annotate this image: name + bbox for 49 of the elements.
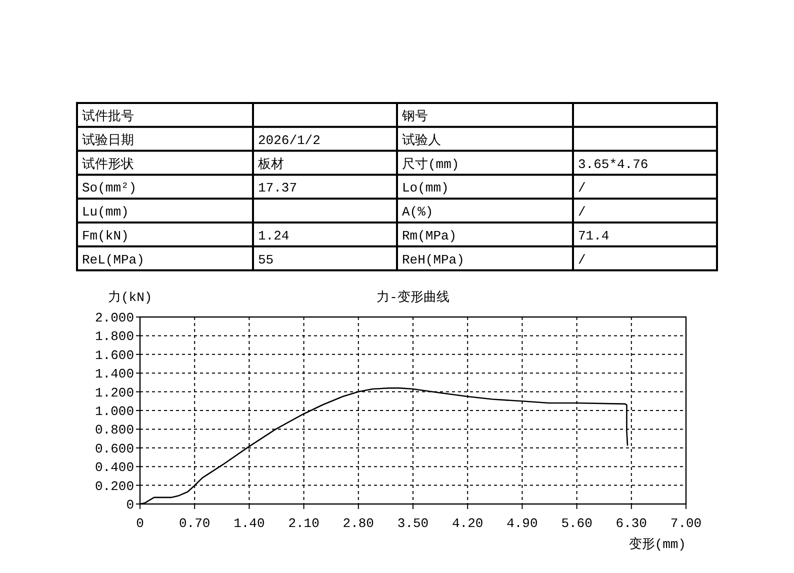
x-tick-label: 1.40 <box>234 516 265 531</box>
y-tick-label: 1.000 <box>94 404 134 419</box>
x-tick-label: 0.70 <box>178 516 210 531</box>
y-tick-label: 0.400 <box>94 460 134 476</box>
text: 17.37 <box>258 180 298 196</box>
y-axis-title: 力(kN) <box>108 290 152 305</box>
y-tick-label: 1.200 <box>94 385 134 400</box>
text: Lo(mm) <box>402 180 449 196</box>
y-tick-label: 1.400 <box>94 366 134 382</box>
text: ReL(MPa) <box>82 252 144 268</box>
x-tick-label: 4.90 <box>506 516 538 531</box>
y-tick-label: 0.800 <box>94 422 134 438</box>
x-axis-title: 变形(mm) <box>628 537 686 552</box>
text: 钢号 <box>401 108 428 124</box>
text: Lu(mm) <box>82 204 129 220</box>
text: 试件批号 <box>82 108 134 124</box>
text: 3.65*4.76 <box>578 156 648 172</box>
text: 55 <box>258 252 274 268</box>
text: 71.4 <box>578 228 610 244</box>
text: 试件形状 <box>82 156 134 172</box>
text: / <box>578 252 586 268</box>
x-tick-label: 7.00 <box>670 516 702 531</box>
x-tick-label: 2.80 <box>342 516 374 531</box>
text: / <box>578 180 586 196</box>
x-tick-label: 0 <box>136 516 144 531</box>
text: ReH(MPa) <box>402 252 464 268</box>
y-tick-label: 0.600 <box>94 441 134 456</box>
text: So(mm²) <box>82 180 137 196</box>
text: 尺寸(mm) <box>402 156 460 172</box>
y-tick-label: 0.200 <box>94 478 134 494</box>
text: 试验日期 <box>82 132 134 148</box>
text: 2026/1/2 <box>258 132 320 148</box>
text: Rm(MPa) <box>402 228 457 244</box>
x-tick-label: 2.10 <box>288 516 320 531</box>
text: 板材 <box>257 156 284 172</box>
y-tick-label: 0 <box>126 498 134 512</box>
x-tick-label: 6.30 <box>616 516 648 531</box>
text: / <box>578 204 586 220</box>
x-tick-label: 4.20 <box>452 516 484 531</box>
y-tick-label: 1.800 <box>94 329 134 344</box>
x-tick-label: 5.60 <box>561 516 592 531</box>
text: 试验人 <box>402 132 441 148</box>
x-tick-label: 3.50 <box>397 516 429 531</box>
chart-title: 力-变形曲线 <box>376 290 450 305</box>
text: 1.24 <box>258 228 290 244</box>
y-tick-label: 1.600 <box>94 348 134 363</box>
y-tick-label: 2.000 <box>94 310 134 326</box>
text: Fm(kN) <box>82 228 129 244</box>
text: A(%) <box>402 204 434 220</box>
